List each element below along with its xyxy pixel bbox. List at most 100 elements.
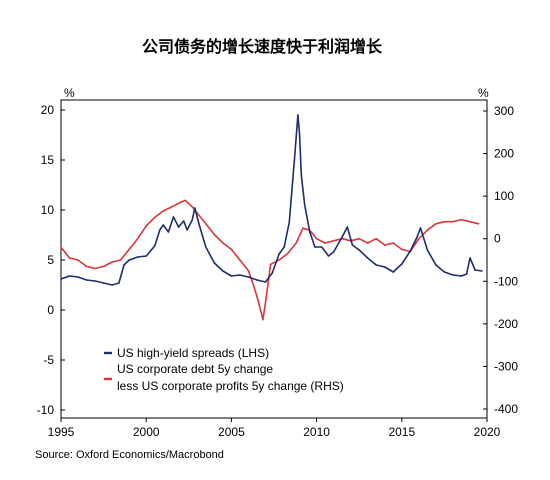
left-axis: 20 15 10 5 0 -5 -10	[37, 103, 65, 417]
point-high-yield-spreads	[298, 134, 301, 136]
left-tick-label: 0	[47, 303, 54, 317]
point-debt-less-profits	[418, 237, 420, 240]
point-high-yield-spreads	[332, 251, 335, 253]
series-layer	[60, 114, 483, 321]
plot-frame	[60, 99, 488, 419]
point-high-yield-spreads	[416, 236, 418, 238]
point-high-yield-spreads	[469, 257, 471, 259]
point-debt-less-profits	[252, 284, 255, 287]
point-debt-less-profits	[477, 223, 480, 225]
point-debt-less-profits	[366, 242, 369, 244]
point-high-yield-spreads	[309, 231, 311, 233]
point-high-yield-spreads	[351, 244, 354, 246]
point-high-yield-spreads	[300, 174, 303, 176]
point-high-yield-spreads	[198, 223, 200, 225]
point-high-yield-spreads	[314, 246, 316, 248]
point-debt-less-profits	[85, 265, 88, 268]
legend-label-rhs-line2: less US corporate profits 5y change (RHS…	[117, 379, 344, 393]
point-debt-less-profits	[205, 223, 207, 225]
point-debt-less-profits	[94, 267, 96, 270]
point-debt-less-profits	[257, 301, 260, 304]
point-debt-less-profits	[222, 242, 224, 244]
point-high-yield-spreads	[481, 270, 483, 272]
point-debt-less-profits	[426, 229, 429, 231]
x-axis: 1995 2000 2005 2010 2015 2020	[48, 418, 501, 439]
point-debt-less-profits	[184, 199, 187, 202]
point-high-yield-spreads	[205, 246, 207, 248]
point-high-yield-spreads	[60, 278, 62, 280]
point-debt-less-profits	[278, 259, 280, 261]
point-high-yield-spreads	[327, 255, 330, 257]
point-high-yield-spreads	[159, 229, 161, 231]
point-debt-less-profits	[469, 220, 471, 223]
right-tick-label: 200	[494, 147, 514, 161]
point-debt-less-profits	[375, 237, 378, 240]
point-high-yield-spreads	[94, 280, 96, 282]
right-axis-unit: %	[478, 86, 489, 100]
point-debt-less-profits	[179, 201, 182, 204]
point-high-yield-spreads	[392, 271, 395, 273]
point-high-yield-spreads	[452, 274, 454, 276]
source-note: Source: Oxford Economics/Macrobond	[35, 449, 224, 461]
point-debt-less-profits	[302, 227, 304, 229]
point-high-yield-spreads	[194, 207, 196, 209]
point-high-yield-spreads	[172, 216, 175, 218]
left-tick-label: -5	[43, 353, 54, 367]
x-tick-label: 2005	[218, 425, 245, 439]
point-debt-less-profits	[452, 220, 454, 223]
point-high-yield-spreads	[297, 114, 299, 116]
legend-label-rhs-line1: US corporate debt 5y change	[117, 362, 273, 376]
point-high-yield-spreads	[213, 262, 216, 264]
point-debt-less-profits	[60, 246, 62, 248]
point-debt-less-profits	[295, 242, 298, 244]
point-high-yield-spreads	[366, 257, 369, 259]
point-debt-less-profits	[77, 259, 79, 261]
series-line-debt-less-profits	[60, 199, 479, 321]
point-debt-less-profits	[230, 248, 233, 251]
right-tick-label: -100	[494, 274, 518, 288]
point-high-yield-spreads	[460, 275, 463, 277]
point-high-yield-spreads	[256, 279, 258, 281]
point-high-yield-spreads	[293, 159, 296, 161]
x-tick-label: 2010	[303, 425, 330, 439]
x-tick-label: 2000	[133, 425, 160, 439]
point-high-yield-spreads	[230, 275, 233, 277]
point-high-yield-spreads	[145, 255, 147, 257]
point-debt-less-profits	[119, 259, 122, 261]
legend: US high-yield spreads (LHS) US corporate…	[104, 346, 344, 393]
point-debt-less-profits	[435, 223, 437, 225]
right-tick-label: 0	[494, 232, 501, 246]
right-tick-label: -400	[494, 402, 518, 416]
legend-label-lhs: US high-yield spreads (LHS)	[117, 346, 269, 360]
point-high-yield-spreads	[435, 264, 437, 266]
point-debt-less-profits	[145, 225, 147, 227]
right-axis: 300 200 100 0 -100 -200 -300 -400	[483, 104, 518, 416]
point-high-yield-spreads	[419, 227, 422, 229]
right-tick-label: -200	[494, 317, 518, 331]
point-debt-less-profits	[460, 218, 463, 221]
series-line-high-yield-spreads	[60, 114, 483, 286]
point-high-yield-spreads	[443, 271, 446, 273]
point-high-yield-spreads	[68, 275, 71, 277]
point-high-yield-spreads	[264, 281, 267, 283]
point-high-yield-spreads	[239, 274, 241, 276]
point-high-yield-spreads	[341, 236, 344, 238]
left-tick-label: -10	[37, 403, 55, 417]
point-high-yield-spreads	[191, 219, 193, 221]
point-high-yield-spreads	[186, 229, 188, 231]
point-high-yield-spreads	[222, 270, 224, 272]
point-debt-less-profits	[401, 248, 403, 251]
point-debt-less-profits	[392, 242, 395, 244]
point-high-yield-spreads	[177, 226, 180, 228]
chart-title: 公司债务的增长速度快于利润增长	[142, 37, 383, 56]
point-high-yield-spreads	[346, 226, 349, 228]
point-debt-less-profits	[247, 269, 250, 272]
point-high-yield-spreads	[153, 245, 156, 247]
point-debt-less-profits	[239, 259, 241, 261]
point-high-yield-spreads	[247, 276, 250, 278]
point-debt-less-profits	[324, 242, 326, 244]
point-high-yield-spreads	[375, 264, 378, 266]
point-debt-less-profits	[171, 206, 173, 208]
left-axis-unit: %	[64, 86, 75, 100]
